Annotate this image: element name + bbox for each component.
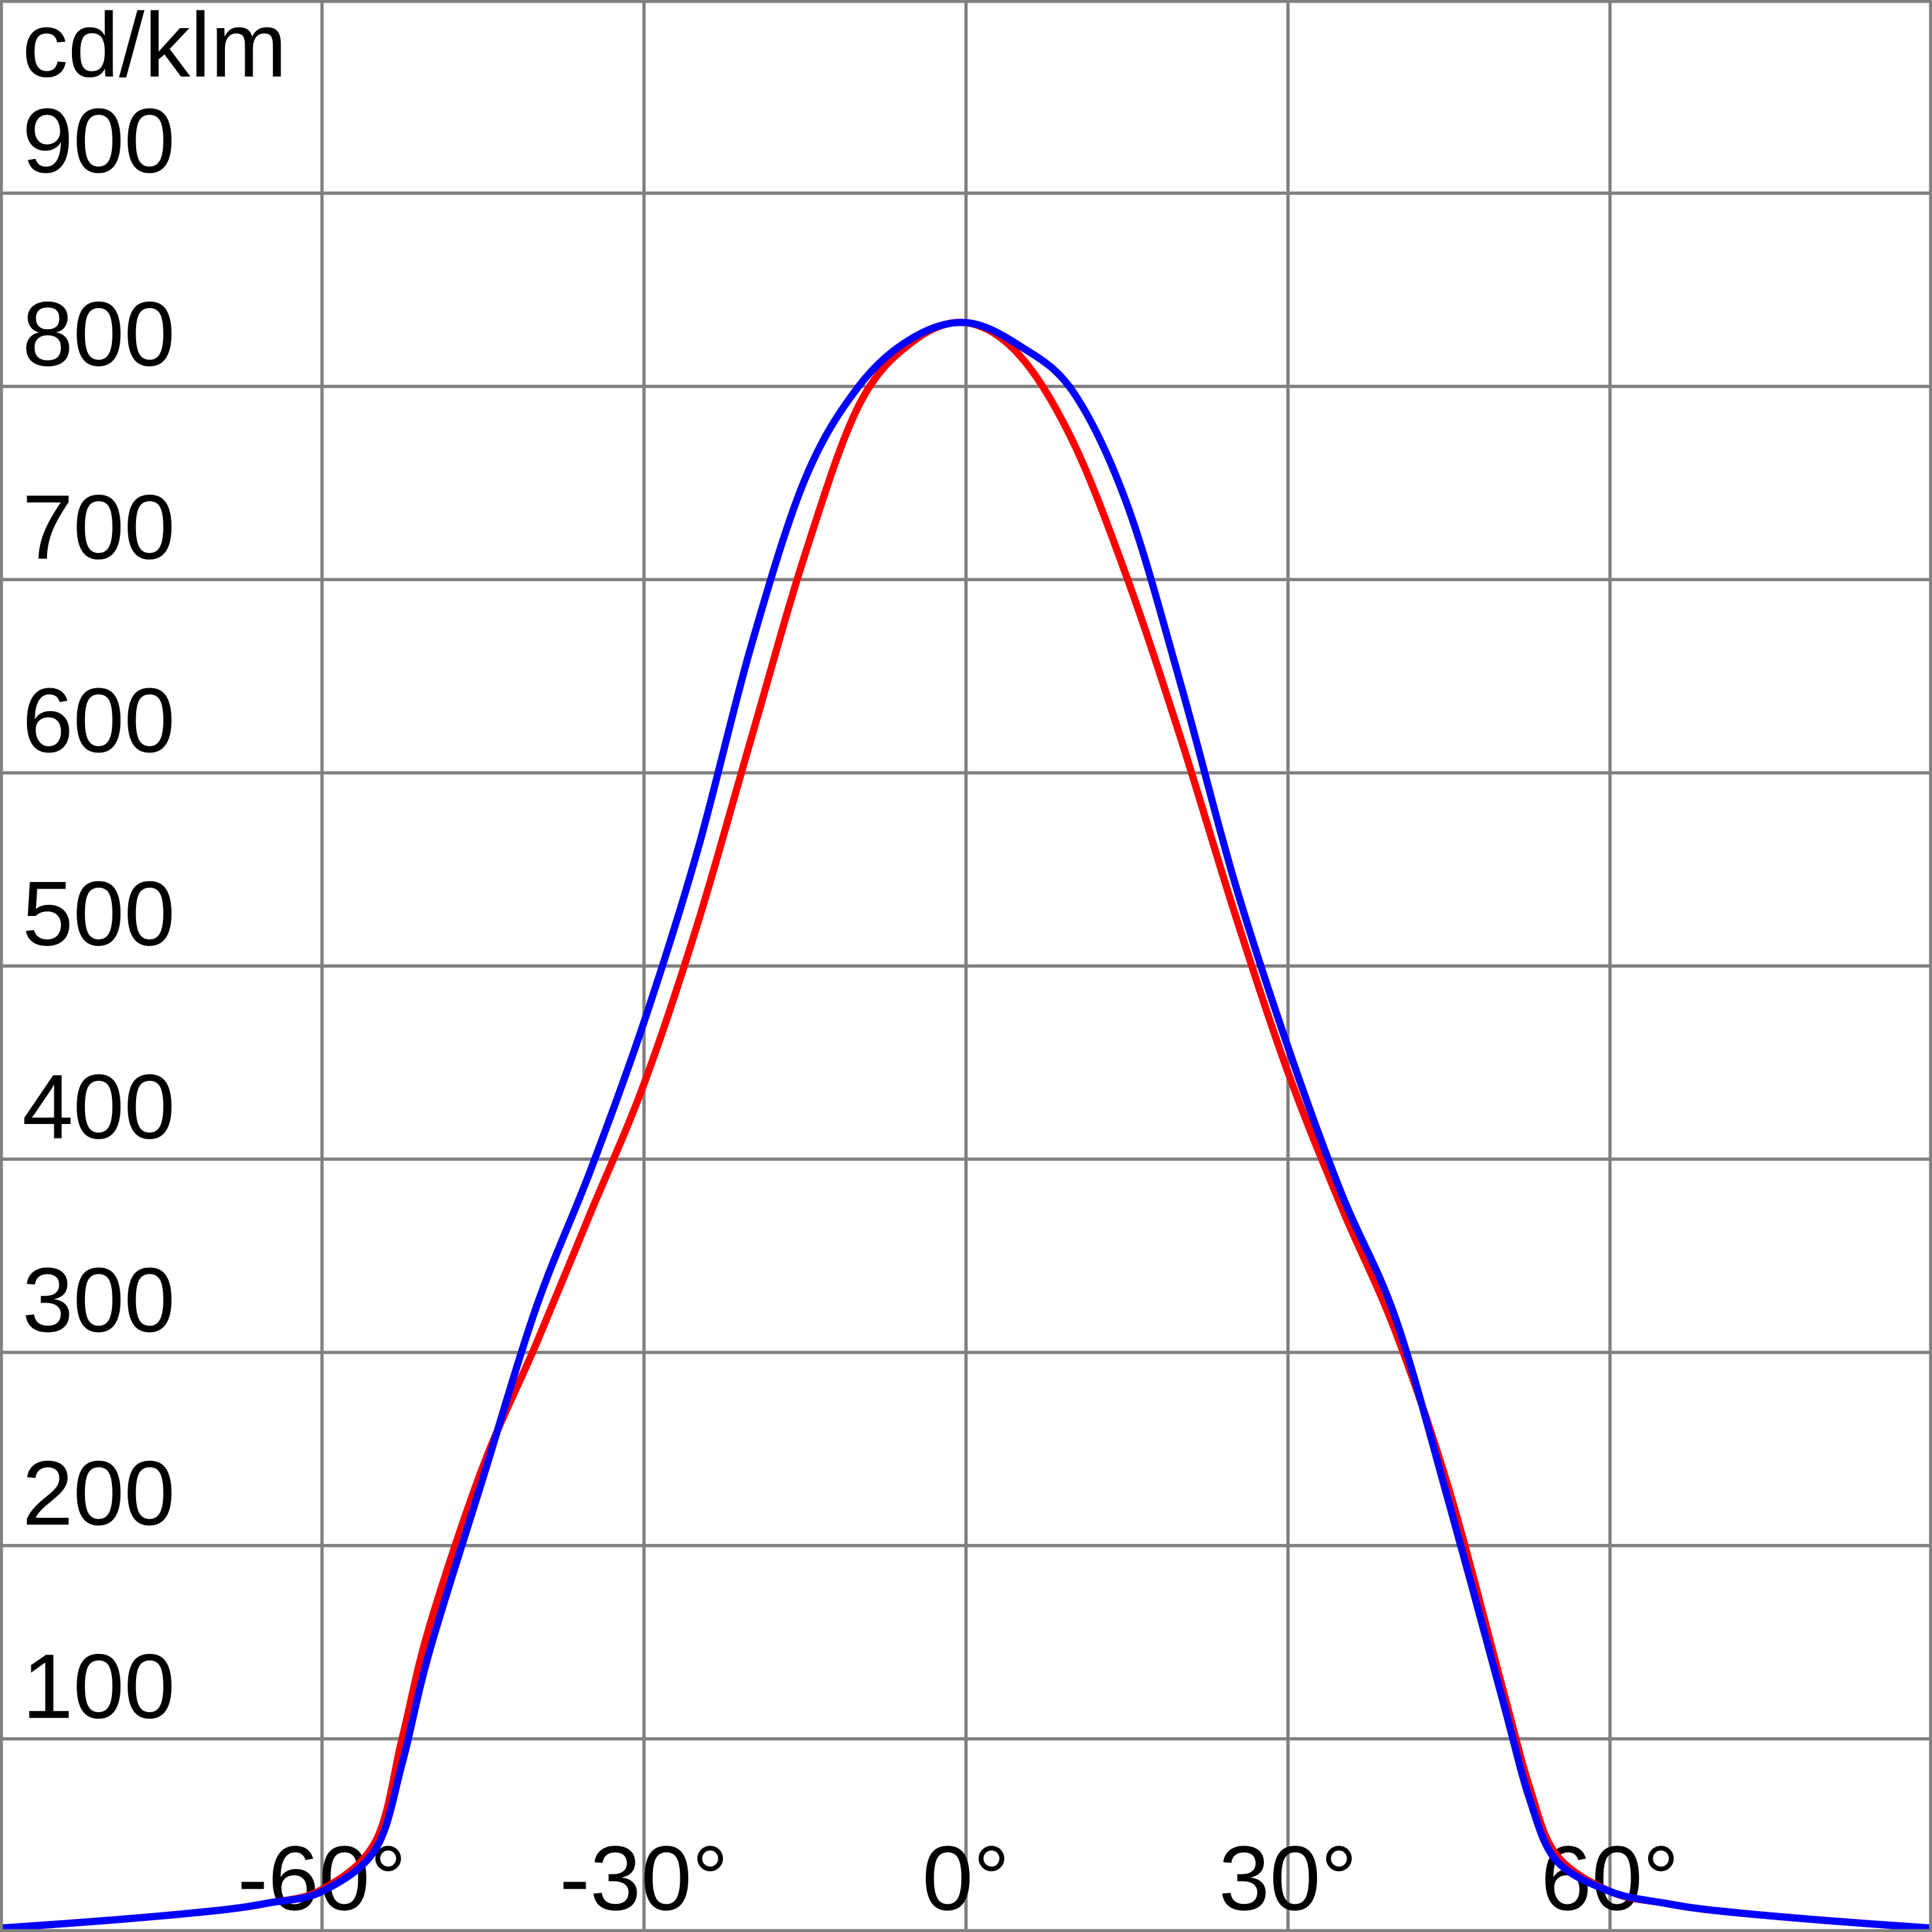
y-axis-label: cd/klm	[22, 0, 287, 96]
y-tick-label: 400	[22, 1055, 175, 1158]
x-tick-label: 0°	[922, 1827, 1010, 1929]
y-tick-label: 700	[22, 476, 175, 578]
y-tick-label: 600	[22, 669, 175, 771]
y-tick-label: 900	[22, 89, 175, 192]
series-line	[0, 319, 1932, 1932]
x-tick-label: 30°	[1219, 1827, 1358, 1929]
x-tick-label: -30°	[559, 1827, 728, 1929]
y-tick-label: 100	[22, 1635, 175, 1738]
x-tick-label: 60°	[1541, 1827, 1679, 1929]
y-tick-label: 500	[22, 862, 175, 965]
curves	[0, 319, 1932, 1932]
y-tick-label: 300	[22, 1248, 175, 1351]
y-tick-label: 800	[22, 283, 175, 385]
y-tick-label: 200	[22, 1441, 175, 1544]
